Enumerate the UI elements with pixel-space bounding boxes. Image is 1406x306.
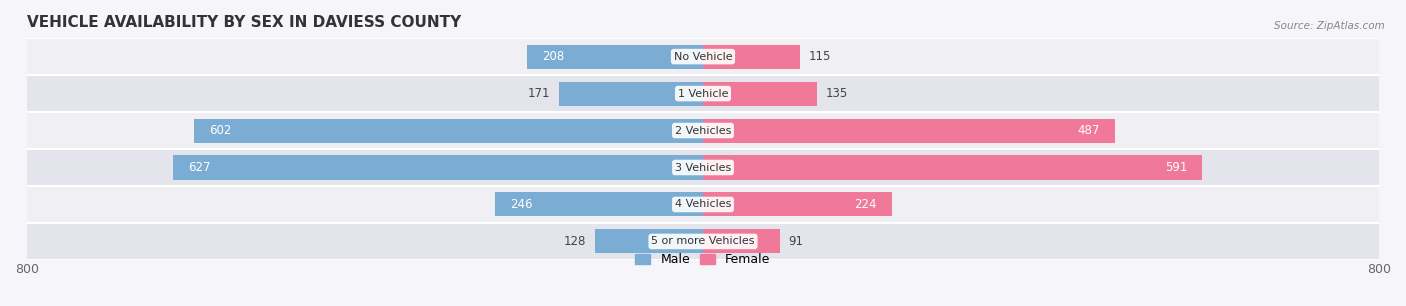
Bar bbox=[703, 45, 800, 69]
Text: 208: 208 bbox=[543, 50, 565, 63]
Bar bbox=[27, 75, 1379, 112]
Text: 224: 224 bbox=[855, 198, 877, 211]
Bar bbox=[558, 82, 703, 106]
Text: 171: 171 bbox=[527, 87, 550, 100]
Bar bbox=[703, 118, 1115, 143]
Text: 602: 602 bbox=[209, 124, 232, 137]
Text: 91: 91 bbox=[789, 235, 803, 248]
Text: 487: 487 bbox=[1077, 124, 1099, 137]
Text: 135: 135 bbox=[825, 87, 848, 100]
Bar bbox=[527, 45, 703, 69]
Text: 2 Vehicles: 2 Vehicles bbox=[675, 125, 731, 136]
Text: 115: 115 bbox=[808, 50, 831, 63]
Bar bbox=[495, 192, 703, 216]
Bar bbox=[194, 118, 703, 143]
Bar bbox=[595, 230, 703, 253]
Legend: Male, Female: Male, Female bbox=[630, 248, 776, 271]
Bar bbox=[703, 155, 1202, 180]
Bar bbox=[27, 186, 1379, 223]
Bar bbox=[703, 230, 780, 253]
Text: Source: ZipAtlas.com: Source: ZipAtlas.com bbox=[1274, 21, 1385, 32]
Text: VEHICLE AVAILABILITY BY SEX IN DAVIESS COUNTY: VEHICLE AVAILABILITY BY SEX IN DAVIESS C… bbox=[27, 15, 461, 30]
Text: 128: 128 bbox=[564, 235, 586, 248]
Bar bbox=[27, 149, 1379, 186]
Text: 246: 246 bbox=[510, 198, 533, 211]
Bar bbox=[703, 192, 893, 216]
Text: 3 Vehicles: 3 Vehicles bbox=[675, 162, 731, 173]
Text: 1 Vehicle: 1 Vehicle bbox=[678, 88, 728, 99]
Bar bbox=[703, 82, 817, 106]
Text: 627: 627 bbox=[188, 161, 211, 174]
Bar bbox=[173, 155, 703, 180]
Bar bbox=[27, 223, 1379, 260]
Text: 4 Vehicles: 4 Vehicles bbox=[675, 200, 731, 210]
Bar bbox=[27, 38, 1379, 75]
Text: No Vehicle: No Vehicle bbox=[673, 52, 733, 62]
Text: 5 or more Vehicles: 5 or more Vehicles bbox=[651, 237, 755, 246]
Text: 591: 591 bbox=[1164, 161, 1187, 174]
Bar bbox=[27, 112, 1379, 149]
